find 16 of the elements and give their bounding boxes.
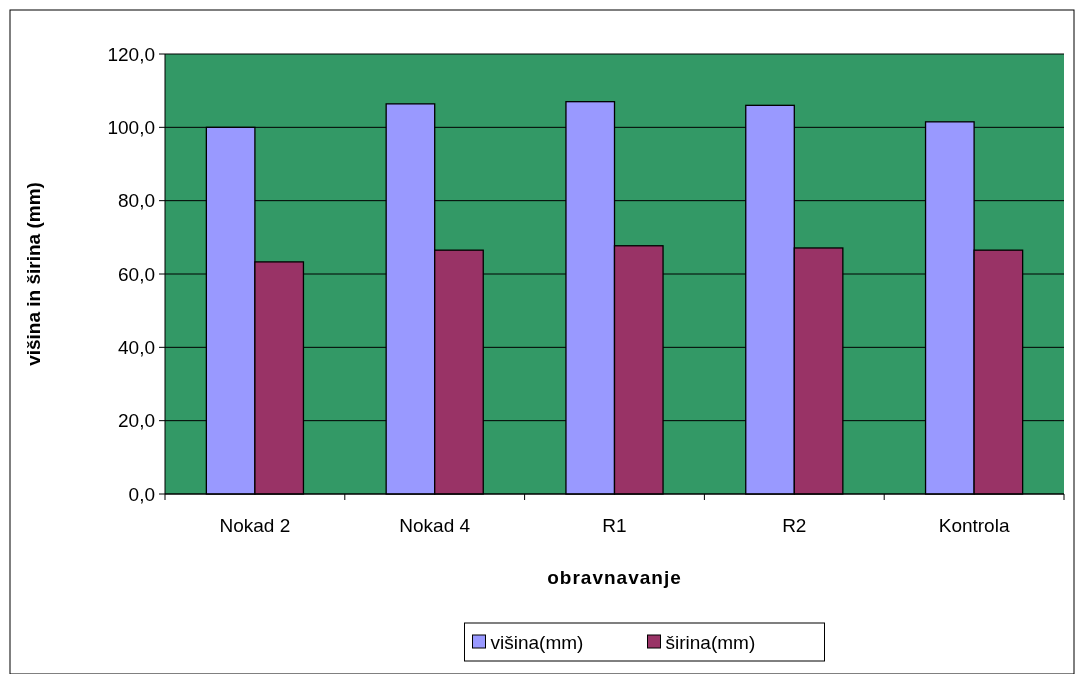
y-tick-label: 40,0: [118, 336, 155, 358]
y-tick-label: 120,0: [107, 43, 155, 65]
legend-label: višina(mm): [490, 631, 584, 653]
x-tick-label: R1: [602, 515, 627, 536]
y-tick-label: 0,0: [128, 483, 155, 505]
x-tick-label: Nokad 2: [219, 515, 291, 536]
y-tick-label: 80,0: [118, 190, 155, 212]
x-tick-label: Kontrola: [938, 515, 1010, 536]
legend-label: širina(mm): [665, 631, 756, 653]
y-tick-label: 20,0: [118, 410, 155, 432]
y-tick-label: 100,0: [107, 116, 155, 138]
x-tick-label: R2: [782, 515, 807, 536]
x-tick-label: Nokad 4: [399, 515, 471, 536]
x-axis-title: obravnavanje: [547, 567, 682, 588]
y-tick-label: 60,0: [118, 263, 155, 285]
y-axis-title: višina in širina (mm): [23, 182, 44, 366]
